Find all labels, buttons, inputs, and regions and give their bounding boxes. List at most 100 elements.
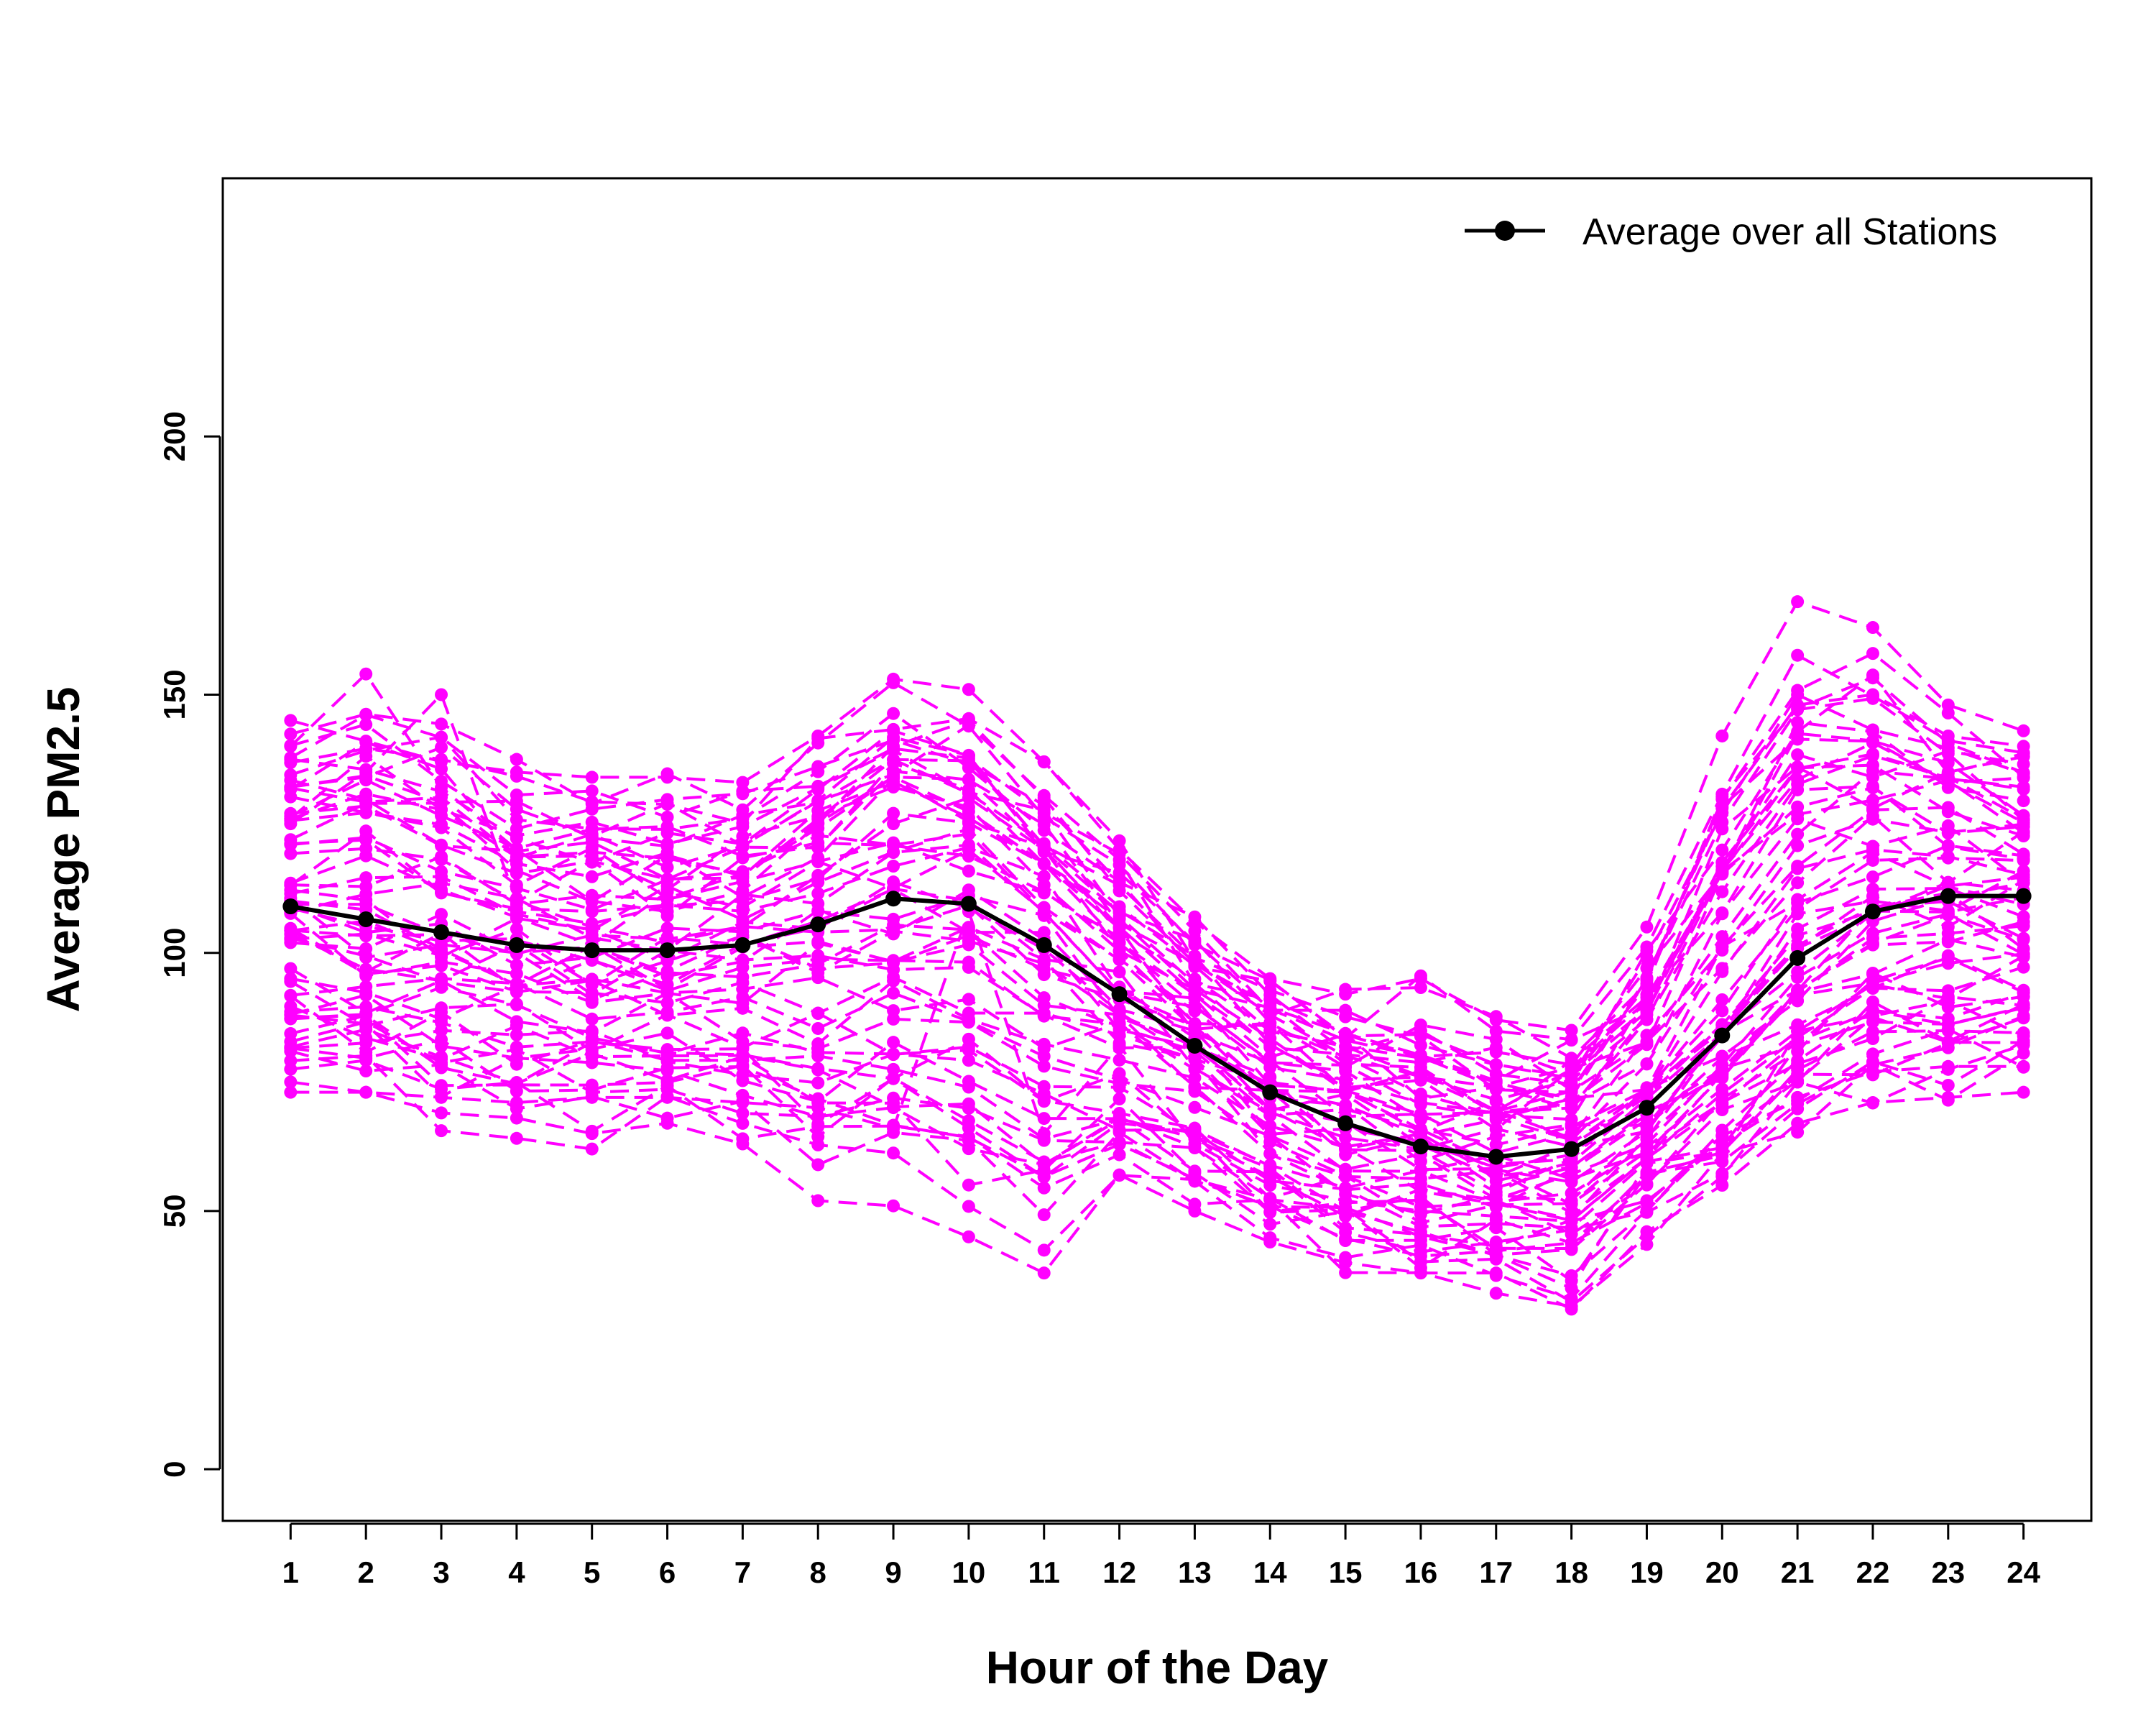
station-point: [1715, 822, 1729, 836]
station-point: [1339, 1031, 1353, 1045]
station-point: [510, 905, 523, 919]
station-point: [1866, 758, 1879, 772]
station-point: [585, 841, 599, 855]
station-point: [1791, 1057, 1805, 1071]
station-point: [1791, 893, 1805, 906]
station-point: [887, 986, 900, 1000]
station-point: [1489, 1058, 1503, 1072]
station-point: [736, 1068, 750, 1082]
station-line: [290, 956, 2024, 1221]
station-point: [1414, 1096, 1427, 1110]
station-point: [1791, 929, 1805, 942]
station-point: [1188, 1204, 1202, 1218]
station-point: [1489, 1045, 1503, 1059]
station-point: [585, 855, 599, 869]
station-point: [435, 821, 448, 834]
station-line: [290, 886, 2024, 1163]
station-line: [290, 769, 2024, 1131]
average-point: [1412, 1138, 1429, 1155]
station-point: [1489, 1123, 1503, 1136]
y-tick-label: 0: [157, 1460, 191, 1477]
y-axis-title: Average PM2.5: [37, 687, 89, 1013]
station-point: [510, 794, 523, 808]
station-point: [1866, 735, 1879, 748]
station-line: [290, 653, 2024, 1041]
station-point: [887, 1004, 900, 1018]
station-line: [290, 891, 2024, 1190]
station-point: [1037, 755, 1051, 768]
x-tick-label: 2: [358, 1555, 374, 1589]
station-point: [1565, 1156, 1578, 1169]
station-point: [284, 878, 298, 892]
station-point: [962, 864, 975, 878]
station-line: [290, 651, 2024, 1060]
station-point: [435, 1012, 448, 1026]
station-point: [2017, 783, 2030, 796]
station-point: [284, 962, 298, 975]
station-line: [290, 954, 2024, 1204]
station-point: [1791, 1090, 1805, 1104]
station-point: [1112, 906, 1126, 919]
x-tick-label: 5: [584, 1555, 600, 1589]
station-point: [736, 776, 750, 789]
station-point: [1037, 1059, 1051, 1073]
station-point: [736, 1106, 750, 1120]
station-point: [962, 1230, 975, 1243]
station-point: [736, 1137, 750, 1151]
station-point: [1414, 1122, 1427, 1136]
station-point: [1414, 1204, 1427, 1218]
station-point: [736, 1116, 750, 1130]
x-tick-label: 19: [1630, 1555, 1664, 1589]
station-point: [811, 868, 825, 882]
station-point: [1715, 801, 1729, 815]
station-line: [290, 811, 2024, 1142]
station-line: [290, 729, 2024, 1067]
station-point: [1037, 791, 1051, 805]
station-point: [1715, 1087, 1729, 1100]
average-point: [2015, 888, 2032, 904]
station-point: [887, 770, 900, 784]
station-point: [1866, 770, 1879, 784]
station-point: [811, 796, 825, 809]
station-point: [660, 872, 674, 886]
station-point: [1866, 870, 1879, 884]
station-point: [1188, 1126, 1202, 1139]
station-point: [2017, 724, 2030, 737]
station-point: [1112, 1136, 1126, 1149]
average-point: [885, 891, 902, 907]
station-point: [1866, 926, 1879, 940]
station-point: [1037, 901, 1051, 914]
station-point: [1489, 1185, 1503, 1199]
station-point: [1188, 938, 1202, 952]
station-line: [290, 893, 2024, 1179]
station-point: [887, 1091, 900, 1105]
station-point: [1037, 1127, 1051, 1141]
station-point: [1263, 1179, 1277, 1192]
station-point: [1791, 1075, 1805, 1089]
station-line: [290, 676, 2024, 1080]
station-point: [1414, 1228, 1427, 1241]
station-point: [435, 974, 448, 988]
average-point: [960, 896, 977, 912]
station-point: [510, 1052, 523, 1065]
station-point: [1339, 1010, 1353, 1024]
station-point: [1791, 783, 1805, 796]
average-point: [1864, 903, 1881, 920]
station-point: [284, 847, 298, 860]
station-point: [284, 740, 298, 753]
station-point: [359, 969, 373, 983]
average-point: [433, 924, 450, 940]
station-point: [887, 1036, 900, 1049]
station-point: [1715, 993, 1729, 1006]
station-point: [1866, 748, 1879, 761]
station-point: [1866, 840, 1879, 853]
station-line: [290, 1043, 2024, 1304]
station-point: [1866, 688, 1879, 702]
station-point: [1263, 1218, 1277, 1231]
station-point: [1489, 1106, 1503, 1120]
station-point: [510, 983, 523, 996]
station-line: [290, 999, 2024, 1251]
station-point: [1715, 962, 1729, 975]
station-line: [290, 912, 2024, 1201]
station-point: [435, 1001, 448, 1015]
